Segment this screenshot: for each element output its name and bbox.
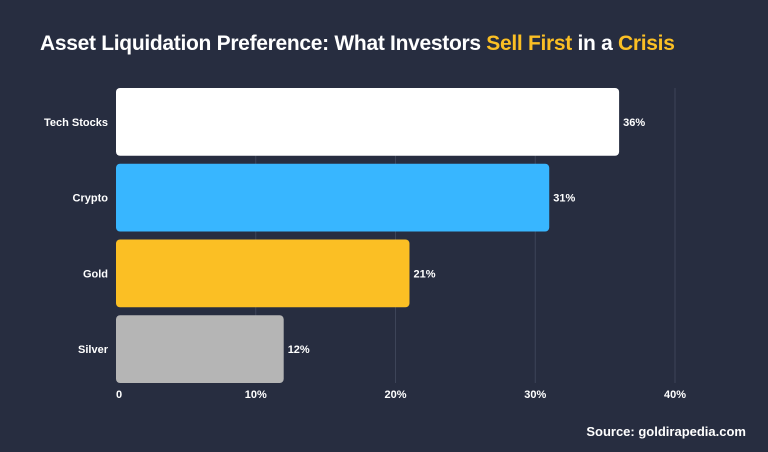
title-text: in a (571, 32, 619, 55)
bar (116, 239, 410, 308)
category-label: Tech Stocks (44, 117, 108, 129)
data-label: 12% (288, 344, 310, 356)
bar (116, 88, 620, 156)
title-highlight: Sell First (486, 32, 572, 55)
bar (116, 163, 550, 232)
x-tick-label: 30% (524, 389, 546, 401)
x-tick-label: 20% (384, 389, 406, 401)
chart-title: Asset Liquidation Preference: What Inves… (40, 32, 675, 56)
data-label: 31% (553, 193, 575, 205)
x-tick-label: 10% (245, 389, 267, 401)
category-label: Gold (83, 268, 108, 280)
title-text: Asset Liquidation Preference: What Inves… (40, 32, 487, 55)
bar (116, 315, 284, 383)
category-label: Silver (78, 344, 109, 356)
source-label: Source: goldirapedia.com (586, 424, 746, 439)
x-tick-label: 0 (116, 389, 122, 401)
data-label: 21% (413, 268, 435, 280)
title-highlight: Crisis (618, 32, 675, 55)
x-tick-label: 40% (664, 389, 686, 401)
data-label: 36% (623, 117, 645, 129)
category-label: Crypto (73, 193, 109, 205)
